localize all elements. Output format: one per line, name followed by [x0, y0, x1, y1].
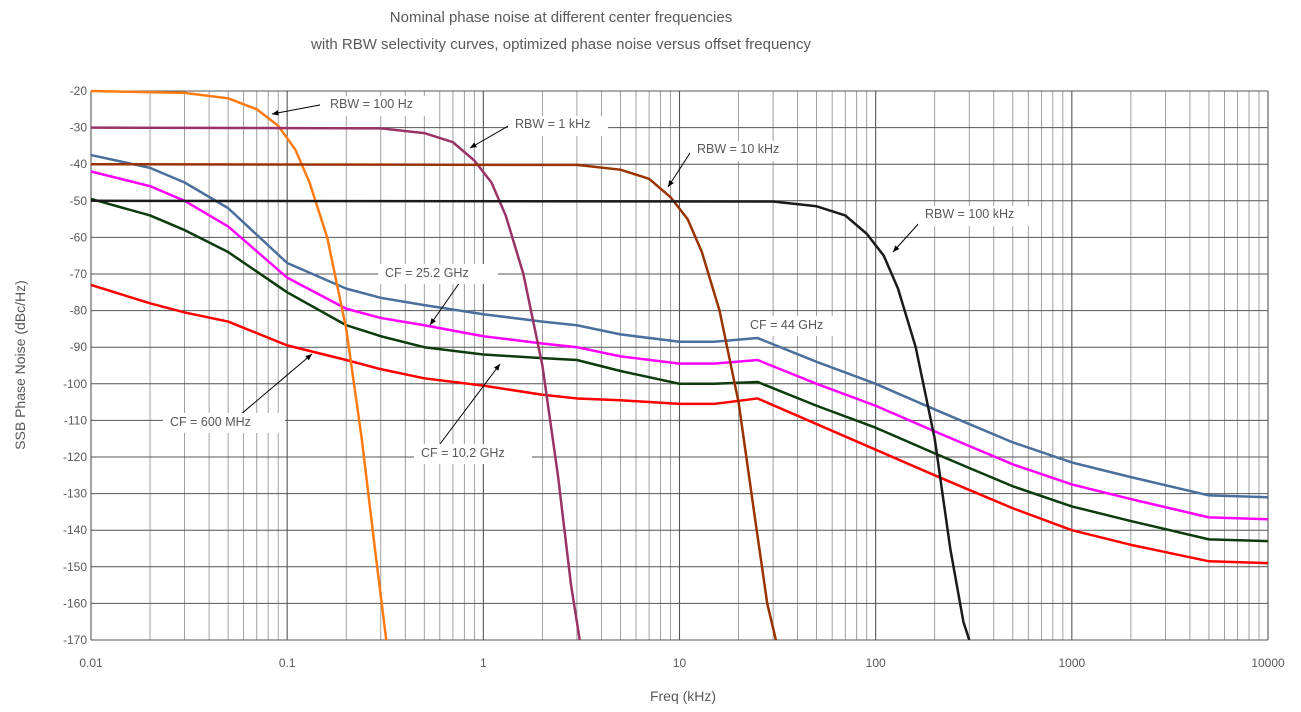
annotation-bg [508, 116, 608, 136]
annotation-bg [918, 206, 1035, 226]
annotation-arrow [439, 363, 501, 445]
y-tick-label: -30 [70, 121, 88, 135]
series-line-6 [90, 162, 778, 641]
x-tick-label: 0.01 [79, 656, 103, 670]
series-line-5 [90, 126, 581, 641]
annotations: RBW = 100 Hz RBW = 1 kHz RBW = 10 kHz RBW =… [163, 96, 1035, 464]
y-tick-label: -170 [63, 633, 87, 647]
y-tick-label: -60 [70, 230, 88, 244]
annotation-label: RBW = 1 kHz [515, 117, 590, 131]
annotation-5: CF = 44 GHz [744, 316, 838, 336]
annotation-1: RBW = 1 kHz [469, 116, 608, 149]
annotation-label: RBW = 100 Hz [330, 97, 413, 111]
series-line-2 [90, 197, 1269, 543]
y-tick-label: -80 [70, 304, 88, 318]
y-tick-label: -150 [63, 560, 87, 574]
x-tick-label: 100 [866, 656, 886, 670]
chart-subtitle: with RBW selectivity curves, optimized p… [310, 36, 811, 53]
series-line-1 [90, 170, 1269, 521]
y-tick-label: -100 [63, 377, 87, 391]
arrow-head [470, 142, 477, 148]
y-tick-label: -110 [64, 413, 87, 427]
series-line-0 [90, 153, 1269, 499]
arrow-head [493, 364, 500, 371]
tick-labels: -20 -30 -40 -50 -60 -70 -80 -90 -100 -110 -120 -130… [63, 84, 1285, 670]
arrow-head [668, 180, 674, 187]
y-tick-label: -70 [70, 267, 88, 281]
y-axis-title: SSB Phase Noise (dBc/Hz) [12, 280, 28, 450]
annotation-6: CF = 600 MHz [163, 353, 313, 433]
annotation-7: CF = 10.2 GHz [414, 363, 532, 464]
arrow-head [430, 318, 436, 325]
arrow-head [272, 110, 279, 116]
y-tick-label: -50 [70, 194, 88, 208]
annotation-0: RBW = 100 Hz [271, 96, 426, 116]
arrow-head [893, 245, 900, 252]
annotation-arrow [667, 149, 693, 188]
annotation-arrow [239, 353, 313, 416]
arrow-head [305, 354, 312, 361]
annotation-bg [378, 264, 498, 284]
annotation-label: RBW = 10 kHz [697, 142, 779, 156]
y-tick-label: -40 [70, 157, 88, 171]
y-tick-label: -140 [63, 523, 87, 537]
annotation-bg [744, 316, 838, 336]
annotation-bg [690, 141, 795, 161]
y-tick-label: -20 [70, 84, 88, 98]
x-tick-label: 10000 [1251, 656, 1285, 670]
annotation-4: CF = 25.2 GHz [378, 264, 498, 326]
y-tick-label: -160 [63, 596, 87, 610]
annotation-arrow [892, 221, 921, 253]
series-line-7 [90, 199, 971, 641]
annotation-bg [320, 96, 426, 116]
chart-title: Nominal phase noise at different center … [390, 9, 732, 26]
series-lines [90, 89, 1269, 641]
annotation-arrow [271, 103, 326, 115]
x-tick-label: 0.1 [279, 656, 296, 670]
y-tick-label: -130 [63, 487, 87, 501]
annotation-label: RBW = 100 kHz [925, 207, 1014, 221]
annotation-arrow [469, 124, 511, 149]
annotation-bg [414, 444, 532, 464]
y-tick-label: -90 [70, 340, 88, 354]
x-axis-title: Freq (kHz) [650, 688, 716, 704]
series-line-3 [90, 283, 1269, 565]
annotation-label: CF = 10.2 GHz [421, 446, 505, 460]
annotation-arrow [429, 281, 461, 326]
annotation-2: RBW = 10 kHz [667, 141, 795, 188]
grid [90, 90, 1269, 641]
annotation-label: CF = 600 MHz [170, 415, 251, 429]
annotation-3: RBW = 100 kHz [892, 206, 1035, 253]
annotation-label: CF = 44 GHz [750, 318, 823, 332]
annotation-label: CF = 25.2 GHz [385, 266, 469, 280]
x-tick-label: 1 [480, 656, 487, 670]
annotation-bg [163, 413, 285, 433]
y-tick-label: -120 [63, 450, 87, 464]
series-line-4 [90, 89, 388, 641]
x-tick-label: 10 [673, 656, 687, 670]
x-tick-label: 1000 [1058, 656, 1085, 670]
